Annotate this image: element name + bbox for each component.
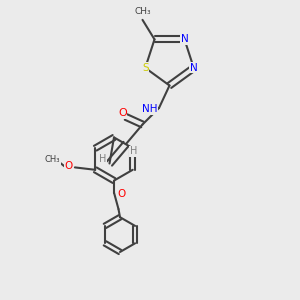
- Text: N: N: [190, 63, 198, 73]
- Text: NH: NH: [142, 104, 158, 115]
- Text: O: O: [118, 108, 127, 118]
- Text: H: H: [99, 154, 106, 164]
- Text: O: O: [64, 161, 72, 171]
- Text: N: N: [181, 34, 188, 44]
- Text: CH₃: CH₃: [45, 155, 60, 164]
- Text: CH₃: CH₃: [134, 7, 151, 16]
- Text: S: S: [142, 63, 148, 73]
- Text: O: O: [117, 189, 126, 199]
- Text: H: H: [130, 146, 137, 157]
